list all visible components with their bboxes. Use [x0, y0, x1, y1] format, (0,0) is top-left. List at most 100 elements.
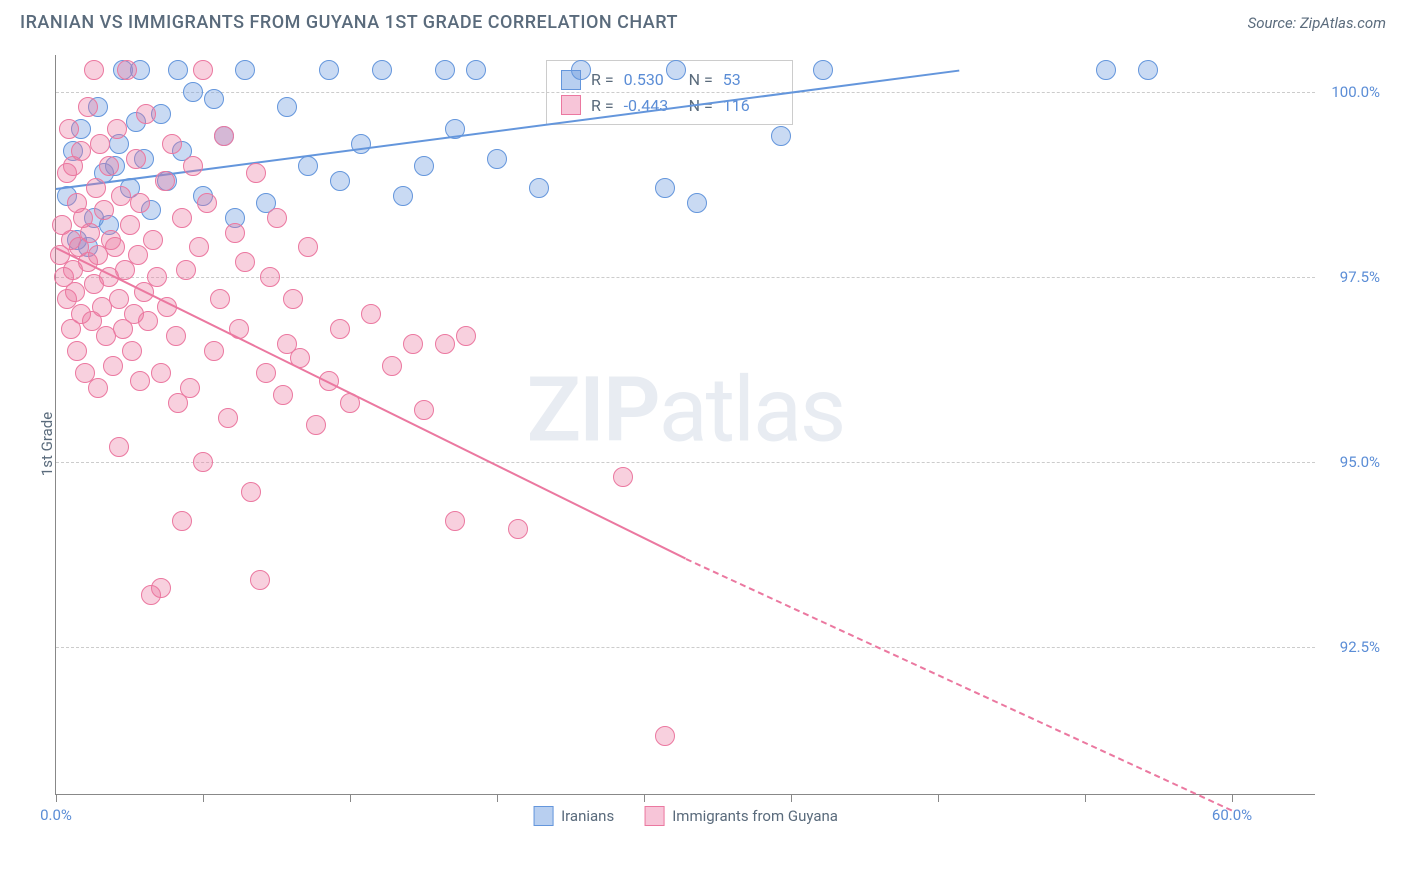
- scatter-point: [172, 208, 192, 228]
- legend-swatch: [561, 95, 581, 115]
- legend-swatch: [644, 806, 664, 826]
- scatter-point: [298, 156, 318, 176]
- scatter-point: [197, 193, 217, 213]
- scatter-point: [94, 200, 114, 220]
- scatter-point: [813, 60, 833, 80]
- stat-n-value: 53: [723, 67, 778, 93]
- scatter-point: [225, 223, 245, 243]
- scatter-point: [273, 385, 293, 405]
- scatter-point: [260, 267, 280, 287]
- xtick: [1232, 794, 1233, 802]
- stat-n-label: N =: [689, 67, 713, 93]
- plot-area: ZIPatlas R =0.530N =53R =-0.443N =116 Ir…: [55, 55, 1315, 795]
- chart-container: 1st Grade ZIPatlas R =0.530N =53R =-0.44…: [55, 55, 1385, 815]
- scatter-point: [277, 97, 297, 117]
- scatter-point: [210, 289, 230, 309]
- scatter-point: [88, 378, 108, 398]
- scatter-point: [155, 171, 175, 191]
- watermark: ZIPatlas: [527, 357, 845, 462]
- xtick: [56, 794, 57, 802]
- xtick: [203, 794, 204, 802]
- xtick: [350, 794, 351, 802]
- scatter-point: [99, 156, 119, 176]
- gridline: [56, 277, 1315, 278]
- scatter-point: [666, 60, 686, 80]
- scatter-point: [67, 341, 87, 361]
- gridline: [56, 647, 1315, 648]
- legend-swatch: [533, 806, 553, 826]
- scatter-point: [655, 178, 675, 198]
- scatter-point: [136, 104, 156, 124]
- ytick-label: 92.5%: [1320, 638, 1380, 656]
- scatter-point: [193, 60, 213, 80]
- scatter-point: [126, 149, 146, 169]
- scatter-point: [571, 60, 591, 80]
- scatter-point: [298, 237, 318, 257]
- scatter-point: [306, 415, 326, 435]
- scatter-point: [128, 245, 148, 265]
- gridline: [56, 92, 1315, 93]
- scatter-point: [435, 60, 455, 80]
- scatter-point: [319, 60, 339, 80]
- scatter-point: [105, 237, 125, 257]
- scatter-point: [172, 511, 192, 531]
- scatter-point: [204, 89, 224, 109]
- scatter-point: [487, 149, 507, 169]
- scatter-point: [166, 326, 186, 346]
- scatter-point: [246, 163, 266, 183]
- scatter-point: [1138, 60, 1158, 80]
- scatter-point: [143, 230, 163, 250]
- scatter-point: [183, 82, 203, 102]
- legend-item: Immigrants from Guyana: [644, 806, 838, 826]
- chart-header: IRANIAN VS IMMIGRANTS FROM GUYANA 1ST GR…: [0, 0, 1406, 41]
- trend-line-extrapolated: [686, 558, 1233, 811]
- scatter-point: [771, 126, 791, 146]
- legend-stats-row: R =-0.443N =116: [561, 93, 778, 119]
- scatter-point: [193, 452, 213, 472]
- scatter-point: [111, 186, 131, 206]
- scatter-point: [176, 260, 196, 280]
- scatter-point: [256, 363, 276, 383]
- scatter-point: [687, 193, 707, 213]
- scatter-point: [84, 60, 104, 80]
- scatter-point: [80, 223, 100, 243]
- scatter-point: [613, 467, 633, 487]
- scatter-point: [122, 341, 142, 361]
- scatter-point: [183, 156, 203, 176]
- scatter-point: [241, 482, 261, 502]
- scatter-point: [204, 341, 224, 361]
- scatter-point: [214, 126, 234, 146]
- scatter-point: [130, 371, 150, 391]
- scatter-point: [466, 60, 486, 80]
- ytick-label: 95.0%: [1320, 453, 1380, 471]
- scatter-point: [330, 319, 350, 339]
- scatter-point: [414, 400, 434, 420]
- scatter-point: [130, 193, 150, 213]
- xtick: [791, 794, 792, 802]
- scatter-point: [151, 578, 171, 598]
- xtick: [938, 794, 939, 802]
- scatter-point: [330, 171, 350, 191]
- scatter-point: [361, 304, 381, 324]
- scatter-point: [403, 334, 423, 354]
- scatter-point: [71, 141, 91, 161]
- trend-line: [56, 247, 687, 560]
- xtick-label: 0.0%: [40, 806, 72, 824]
- chart-title: IRANIAN VS IMMIGRANTS FROM GUYANA 1ST GR…: [20, 12, 678, 33]
- scatter-point: [59, 119, 79, 139]
- ytick-label: 97.5%: [1320, 268, 1380, 286]
- scatter-point: [168, 60, 188, 80]
- scatter-point: [655, 726, 675, 746]
- scatter-point: [267, 208, 287, 228]
- scatter-point: [414, 156, 434, 176]
- xtick: [497, 794, 498, 802]
- xtick: [1085, 794, 1086, 802]
- scatter-point: [78, 97, 98, 117]
- legend-label: Immigrants from Guyana: [672, 807, 838, 825]
- scatter-point: [147, 267, 167, 287]
- ytick-label: 100.0%: [1320, 83, 1380, 101]
- scatter-point: [445, 511, 465, 531]
- scatter-point: [529, 178, 549, 198]
- scatter-point: [109, 437, 129, 457]
- scatter-point: [189, 237, 209, 257]
